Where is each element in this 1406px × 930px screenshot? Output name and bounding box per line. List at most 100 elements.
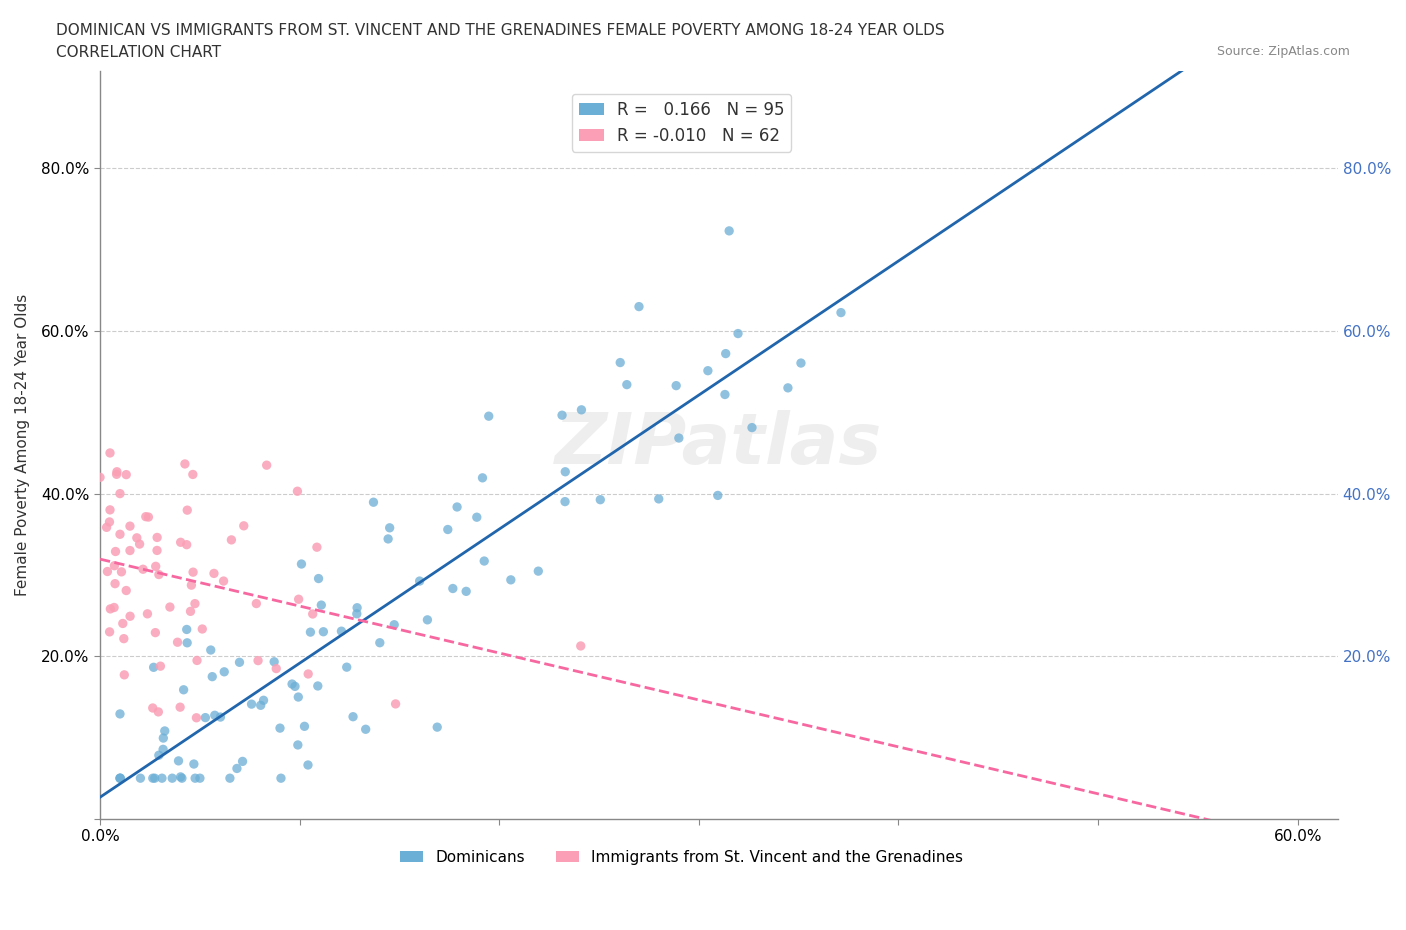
Point (616, 378, 638, 392)
Point (160, 771, 183, 786)
Point (148, 704, 170, 719)
Point (104, 544, 127, 559)
Point (108, 526, 131, 541)
Point (226, 761, 249, 776)
Point (696, 364, 718, 379)
Point (245, 596, 267, 611)
Point (115, 583, 138, 598)
Point (135, 510, 157, 525)
Point (152, 742, 174, 757)
Point (718, 223, 741, 238)
Point (167, 753, 190, 768)
Point (132, 562, 155, 577)
Point (569, 639, 592, 654)
Point (186, 711, 208, 725)
Point (166, 635, 188, 650)
Point (456, 584, 478, 599)
Point (287, 484, 309, 498)
Point (270, 771, 292, 786)
Point (104, 577, 127, 591)
Point (169, 769, 191, 784)
Point (232, 754, 254, 769)
Point (330, 624, 353, 639)
Point (527, 564, 550, 578)
Point (179, 604, 201, 618)
Point (176, 503, 198, 518)
Point (240, 697, 263, 711)
Point (115, 467, 138, 482)
Point (830, 305, 852, 320)
Point (112, 668, 135, 683)
Point (382, 618, 405, 632)
Point (269, 721, 291, 736)
Point (112, 631, 135, 646)
Point (96, 565, 118, 579)
Point (264, 661, 287, 676)
Y-axis label: Female Poverty Among 18-24 Year Olds: Female Poverty Among 18-24 Year Olds (15, 294, 30, 596)
Point (247, 653, 270, 668)
Point (446, 499, 468, 514)
Point (129, 771, 152, 786)
Point (741, 420, 763, 435)
Point (146, 543, 169, 558)
Point (149, 658, 172, 673)
Point (346, 606, 368, 621)
Point (212, 664, 235, 679)
Point (441, 581, 464, 596)
Point (98, 624, 121, 639)
Point (118, 519, 141, 534)
Point (142, 660, 165, 675)
Text: CORRELATION CHART: CORRELATION CHART (56, 45, 221, 60)
Point (294, 719, 316, 734)
Point (499, 572, 522, 587)
Point (648, 491, 671, 506)
Point (790, 355, 813, 370)
Point (180, 578, 202, 592)
Point (252, 693, 274, 708)
Point (465, 510, 488, 525)
Text: Source: ZipAtlas.com: Source: ZipAtlas.com (1216, 45, 1350, 58)
Legend: Dominicans, Immigrants from St. Vincent and the Grenadines: Dominicans, Immigrants from St. Vincent … (394, 844, 969, 871)
Point (297, 667, 319, 682)
Point (707, 488, 730, 503)
Point (146, 530, 169, 545)
Point (183, 757, 205, 772)
Point (159, 600, 181, 615)
Point (184, 771, 207, 786)
Point (609, 355, 631, 370)
Point (228, 655, 250, 670)
Point (98, 502, 121, 517)
Point (200, 643, 222, 658)
Point (478, 409, 501, 424)
Point (108, 486, 131, 501)
Point (201, 670, 224, 684)
Point (342, 710, 364, 724)
Point (232, 518, 254, 533)
Point (145, 559, 167, 574)
Point (170, 771, 193, 786)
Point (111, 616, 134, 631)
Point (377, 531, 399, 546)
Point (136, 606, 159, 621)
Point (174, 457, 197, 472)
Point (110, 565, 132, 579)
Point (212, 574, 235, 589)
Point (202, 566, 225, 581)
Point (589, 492, 612, 507)
Point (472, 553, 495, 568)
Point (287, 591, 309, 606)
Point (714, 387, 737, 402)
Point (98, 514, 121, 529)
Point (105, 467, 128, 482)
Point (152, 731, 174, 746)
Point (346, 600, 368, 615)
Point (143, 771, 166, 786)
Point (408, 574, 430, 589)
Point (284, 679, 307, 694)
Point (221, 533, 243, 548)
Point (554, 464, 576, 479)
Point (281, 677, 304, 692)
Point (249, 698, 271, 712)
Point (354, 722, 377, 737)
Point (665, 379, 688, 393)
